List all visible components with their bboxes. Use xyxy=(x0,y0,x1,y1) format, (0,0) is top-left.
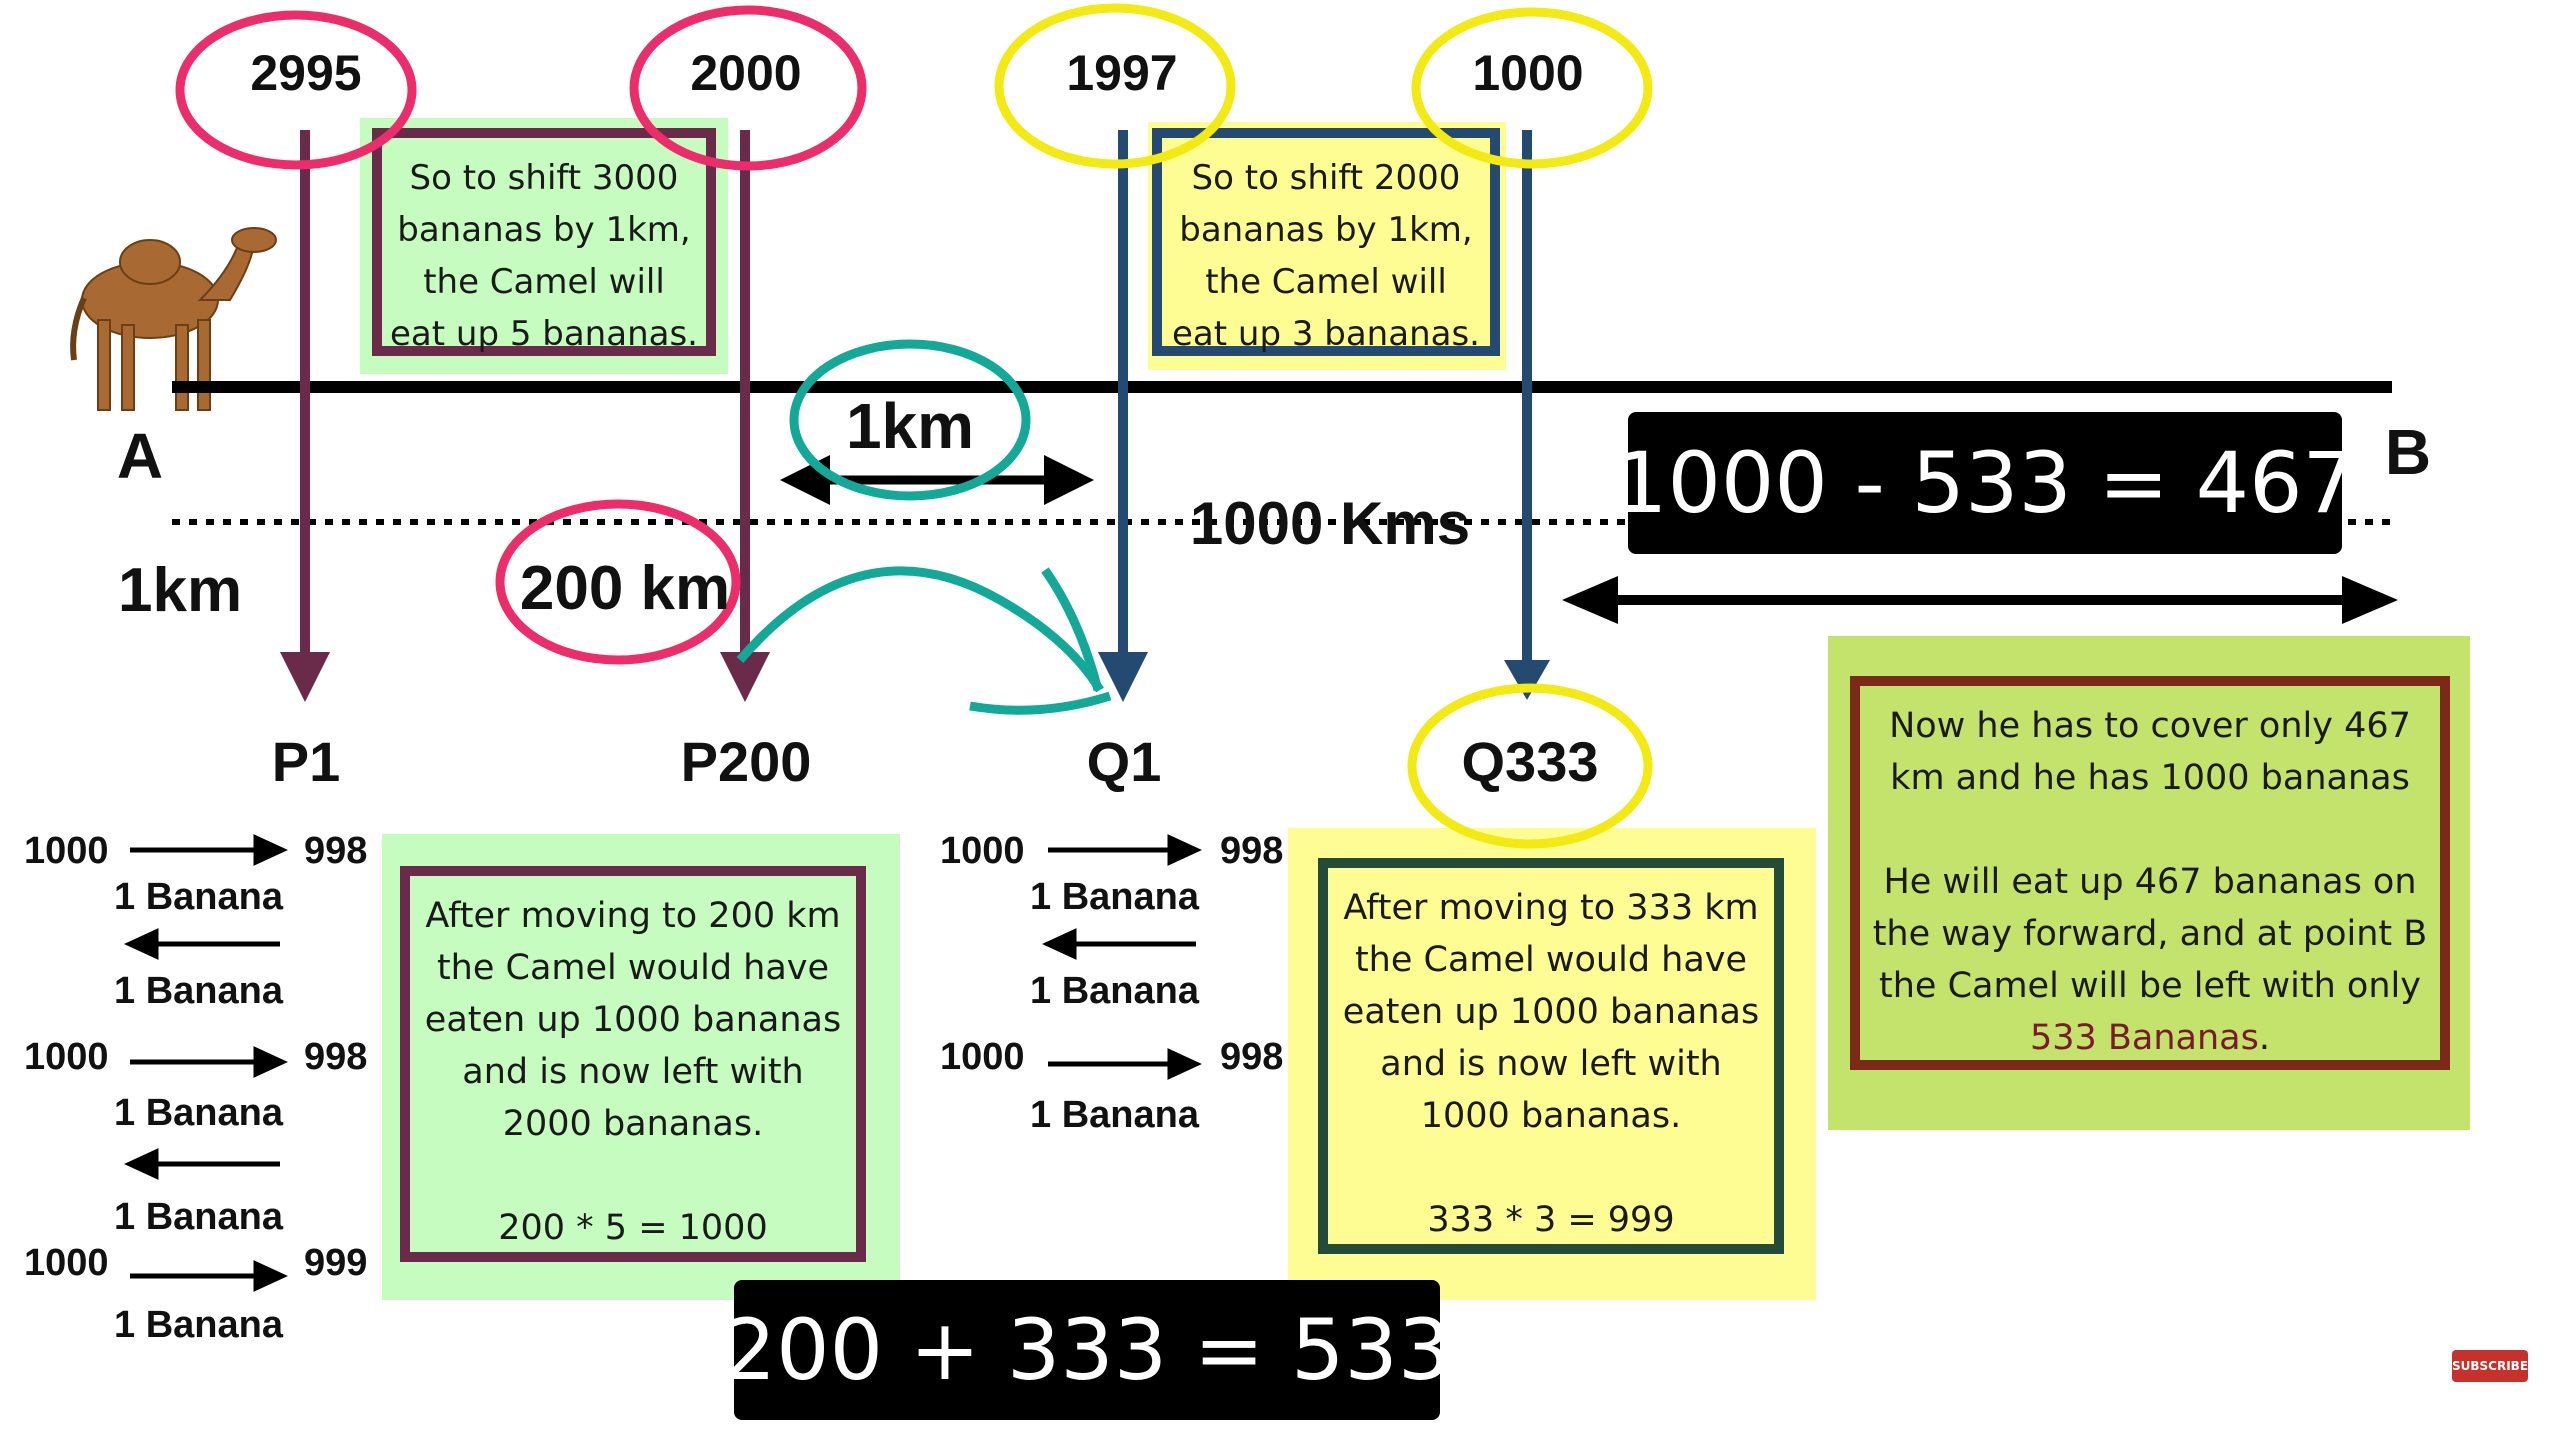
box-line: After moving to 200 km xyxy=(425,896,841,936)
trip-cost: 1 Banana xyxy=(114,970,283,1012)
trip-from: 1000 xyxy=(940,1036,1025,1078)
shift-2000-box: So to shift 2000 bananas by 1km, the Cam… xyxy=(1152,128,1500,356)
p200-marker-arrowhead xyxy=(720,652,770,702)
trip-from: 1000 xyxy=(24,1036,109,1078)
box-line: eaten up 1000 bananas xyxy=(1342,992,1760,1032)
box-line: He will eat up 467 bananas on xyxy=(1883,862,2417,902)
box-line: After moving to 333 km xyxy=(1343,888,1759,928)
box-line xyxy=(1328,1142,1774,1194)
box-line: 333 * 3 = 999 xyxy=(1427,1200,1675,1240)
pink-circle-200km xyxy=(495,499,741,665)
trip-from: 1000 xyxy=(24,830,109,872)
distance-label: 1000 Kms xyxy=(1189,490,1471,557)
p1-trip-arrows xyxy=(124,834,288,1292)
teal-curve-tip xyxy=(1041,567,1103,692)
trip-cost: 1 Banana xyxy=(1030,1094,1199,1136)
yellow-panel-top xyxy=(1148,122,1506,370)
teal-curve-arrow xyxy=(736,566,1104,693)
trip-cost: 1 Banana xyxy=(114,1196,283,1238)
box-line: the Camel will xyxy=(423,262,665,302)
q333-banana-count: 1000 xyxy=(1472,45,1584,101)
yellow-circle-1000 xyxy=(1411,7,1653,169)
trip-cost: 1 Banana xyxy=(1030,970,1199,1012)
final-summary-box: Now he has to cover only 467 km and he h… xyxy=(1850,676,2450,1070)
box-line: eaten up 1000 bananas xyxy=(424,1000,842,1040)
box-spacer xyxy=(1860,804,2440,856)
box-line: bananas by 1km, xyxy=(1179,210,1473,250)
box-line: the Camel would have xyxy=(436,948,830,988)
one-km-arrowhead-right xyxy=(1044,455,1094,505)
pink-circle-2995 xyxy=(175,10,417,170)
box-line: 1000 bananas. xyxy=(1420,1096,1682,1136)
teal-circle-1km xyxy=(789,339,1031,501)
lime-panel-final xyxy=(1828,636,2470,1130)
green-panel-bottom xyxy=(382,834,900,1300)
point-q1-label: Q1 xyxy=(1086,730,1162,793)
p1-banana-count: 2995 xyxy=(250,45,362,101)
subscribe-button[interactable]: SUBSCRIBE xyxy=(2452,1350,2528,1382)
box-line: eat up 3 bananas. xyxy=(1172,314,1480,354)
p1-marker-arrowhead xyxy=(280,652,330,702)
box-line-tail: . xyxy=(2258,1018,2271,1058)
box-line: bananas by 1km, xyxy=(397,210,691,250)
box-line xyxy=(410,1150,856,1202)
distance-sum-equation: 200 + 333 = 533 xyxy=(723,1280,1451,1420)
box-line: So to shift 2000 xyxy=(1191,158,1461,198)
trip-from: 1000 xyxy=(24,1242,109,1284)
point-a-label: A xyxy=(116,420,164,492)
remaining-arrowhead-right xyxy=(2342,576,2398,624)
shift-3000-box: So to shift 3000 bananas by 1km, the Cam… xyxy=(372,128,716,356)
box-line: km and he has 1000 bananas xyxy=(1890,758,2410,798)
trip-to: 998 xyxy=(304,830,368,872)
pink-circle-2000 xyxy=(629,5,867,171)
trip-to: 998 xyxy=(1220,1036,1284,1078)
teal-curve-underline xyxy=(969,691,1112,715)
box-line: the Camel will xyxy=(1205,262,1447,302)
box-line: and is now left with xyxy=(462,1052,804,1092)
yellow-circle-q333 xyxy=(1407,683,1653,849)
box-line: 533 Bananas. xyxy=(1860,1012,2440,1064)
box-line: So to shift 3000 xyxy=(409,158,679,198)
yellow-circle-1997 xyxy=(994,3,1236,169)
trip-cost: 1 Banana xyxy=(114,1092,283,1134)
point-p1-label: P1 xyxy=(271,730,341,793)
box-line: and is now left with xyxy=(1380,1044,1722,1084)
one-km-label: 1km xyxy=(845,390,975,462)
two-hundred-km-label: 200 km xyxy=(519,554,731,623)
box-line: Now he has to cover only 467 xyxy=(1889,706,2411,746)
box-line: the Camel will be left with only xyxy=(1879,966,2421,1006)
box-line: the Camel would have xyxy=(1354,940,1748,980)
trip-from: 1000 xyxy=(940,830,1025,872)
remaining-bananas-highlight: 533 Bananas xyxy=(2029,1018,2259,1058)
trip-cost: 1 Banana xyxy=(114,1304,283,1346)
trip-cost: 1 Banana xyxy=(114,876,283,918)
green-panel-top xyxy=(360,118,728,374)
p200-banana-count: 2000 xyxy=(690,45,802,101)
box-line: 2000 bananas. xyxy=(502,1104,764,1144)
q1-banana-count: 1997 xyxy=(1066,45,1178,101)
box-line: eat up 5 bananas. xyxy=(390,314,698,354)
point-p200-label: P200 xyxy=(680,730,812,793)
trip-to: 999 xyxy=(304,1242,368,1284)
trip-to: 998 xyxy=(304,1036,368,1078)
point-b-label: B xyxy=(2384,416,2432,488)
q333-summary-box: After moving to 333 km the Camel would h… xyxy=(1318,858,1784,1254)
q333-marker-arrowhead xyxy=(1504,660,1550,700)
yellow-panel-bottom xyxy=(1288,828,1816,1300)
p200-summary-box: After moving to 200 km the Camel would h… xyxy=(400,866,866,1262)
one-km-arrowhead-left xyxy=(780,455,830,505)
camel-icon xyxy=(70,227,277,411)
trip-cost: 1 Banana xyxy=(1030,876,1199,918)
box-line: the way forward, and at point B xyxy=(1872,914,2428,954)
one-km-left-label: 1km xyxy=(118,556,243,625)
trip-to: 998 xyxy=(1220,830,1284,872)
remaining-arrowhead-left xyxy=(1562,576,1618,624)
q1-marker-arrowhead xyxy=(1098,652,1148,702)
box-line: 200 * 5 = 1000 xyxy=(498,1208,768,1248)
point-q333-label: Q333 xyxy=(1461,730,1599,793)
q1-trip-arrows xyxy=(1042,834,1202,1080)
remaining-equation: 1000 - 533 = 467 xyxy=(1614,412,2356,554)
